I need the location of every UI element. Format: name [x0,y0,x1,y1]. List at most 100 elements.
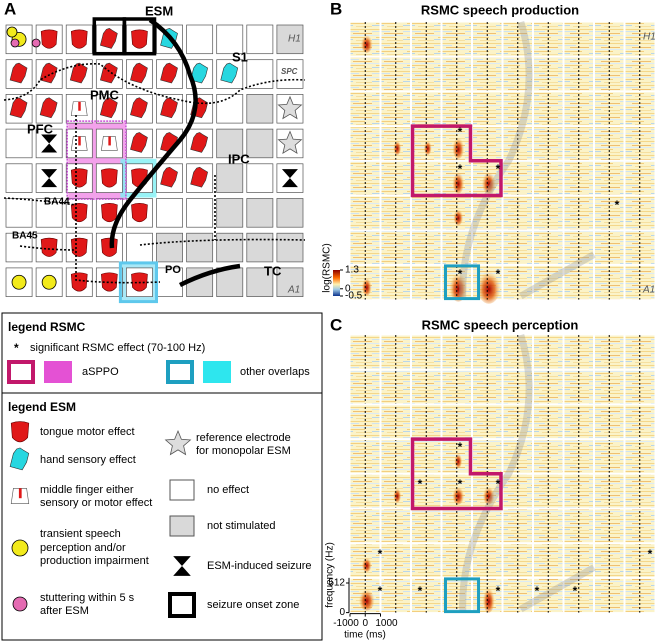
significance-mark: * [496,267,501,281]
significance-mark: * [378,584,383,598]
legend-symbol: * [14,341,19,355]
heatmap-cell [564,509,594,543]
legend-text: no effect [207,484,249,496]
electrode-cell [216,94,244,124]
significance-mark: * [648,547,653,561]
heatmap-cell [381,91,411,126]
overlap-outline [444,577,481,614]
heatmap-cell [381,196,411,230]
marker-icon [12,596,28,612]
significance-mark: * [378,547,383,561]
colorbar-tick-label: 1.3 [345,265,359,276]
legend-swatch [168,592,196,618]
legend-text: after ESM [40,605,89,617]
heatmap-cell [533,404,563,439]
hand-icon [39,62,58,84]
star-icon [277,95,303,120]
legend-text: tongue motor effect [40,426,135,438]
legend-swatch [166,360,194,384]
fissure-shadow [519,251,596,300]
legend-swatch [203,361,231,383]
marker-icon [10,38,20,48]
heatmap-cell [503,509,533,543]
heatmap-cell [594,509,624,543]
heatmap-cell [472,196,502,230]
electrode-cell [5,128,33,159]
legend-text: aSPPO [82,366,119,378]
seizure-icon [41,169,58,188]
electrode-cell [126,128,153,159]
region-label: S1 [232,49,248,64]
heat-spot [361,275,372,296]
electrode-cell [5,232,33,263]
heatmap-cell [350,404,380,439]
heat-spot [454,451,463,468]
electrode-cell [246,198,274,228]
legend-text: other overlaps [240,366,310,378]
star-icon [277,130,303,155]
legend-text: hand sensory effect [40,454,136,466]
electrode-cell [216,163,244,193]
electrode-cell [186,232,214,263]
heat-spot [358,586,375,611]
seizure-icon [41,134,58,153]
finger-mark [18,488,22,499]
seizure-icon [173,556,191,576]
legend-swatch [7,360,35,384]
significance-mark: * [535,584,540,598]
tongue-icon [101,203,118,223]
region-label: H1 [643,32,656,43]
electrode-cell [5,198,33,228]
legend-swatch [169,515,195,537]
sulcus-shadow [459,333,533,613]
electrode-cell [186,24,214,55]
region-label: PMC [90,87,120,102]
hand-icon [9,97,28,119]
hand-icon [130,62,148,84]
legend-text: ESM-induced seizure [207,560,312,572]
heatmap-cell [533,509,563,543]
aspo-outline [410,124,503,198]
electrode-cell [246,59,274,89]
heat-spot [393,138,402,155]
heat-spot [476,267,501,304]
heat-spot [452,169,465,194]
heatmap-cell [594,91,624,126]
finger-mark [78,136,81,146]
hand-icon [39,97,58,119]
region-label: PO [165,264,181,276]
legend-text: transient speech [40,528,121,540]
axis-label: time (ms) [344,630,386,641]
colorbar [333,270,340,296]
electrode-cell [186,198,214,228]
aspo-outline [66,120,127,200]
significance-mark: * [458,440,463,454]
marker-icon [11,274,27,290]
x-tick-label: -1000 [333,618,359,629]
legend-icons [9,421,196,618]
overlap-outline [444,264,481,301]
heat-spot [449,269,468,302]
region-label: IPC [228,151,250,166]
legend-text: middle finger either [40,484,134,496]
star-icon [164,429,192,456]
tongue-icon [131,203,148,223]
colorbar-tick-label: -0.5 [345,291,363,302]
tongue-icon [70,203,88,223]
x-tick-label: 1000 [375,618,398,629]
panel-title: RSMC speech production [421,2,579,17]
heatmap-cell [564,404,594,439]
electrode-cell [246,163,274,193]
heatmap-cell [472,404,502,439]
x-tick-label: 0 [362,618,368,629]
region-label: H1 [288,34,301,45]
tongue-icon [10,421,30,443]
region-label: A1 [642,285,655,296]
region-label: SPC [281,67,298,76]
heat-spot [361,556,372,573]
electrode-cell [156,232,183,263]
legend-text: seizure onset zone [207,599,299,611]
axis-label: frequency (Hz) [325,542,336,608]
heatmap-cell [564,196,594,230]
